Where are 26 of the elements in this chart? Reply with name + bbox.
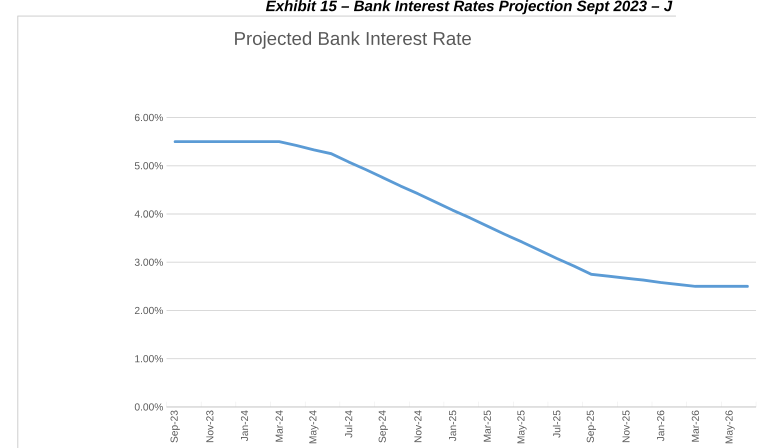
text: Exhibit 15 – Bank Interest Rates Projection Sept 2023 – J <box>266 0 672 14</box>
y-tick-label: 2.00% <box>134 306 163 314</box>
x-tick-label: Nov-23 <box>206 410 214 442</box>
y-tick-label: 5.00% <box>134 162 163 170</box>
x-tick-label: May-25 <box>517 410 527 444</box>
y-tick-label: 1.00% <box>135 354 163 362</box>
x-tick-label: Sep-24 <box>378 410 388 442</box>
x-tick-label: May-24 <box>309 410 318 444</box>
x-tick-label: Mar-26 <box>692 410 699 442</box>
x-tick-label: Sep-25 <box>586 410 596 442</box>
x-tick-label: Jan-26 <box>657 410 664 441</box>
y-tick-label: 6.00% <box>134 114 163 121</box>
x-tick-label: Nov-25 <box>622 410 630 442</box>
x-tick-label: Nov-24 <box>414 410 422 442</box>
x-tick-label: Mar-25 <box>484 410 491 442</box>
y-tick-label: 4.00% <box>134 210 163 218</box>
y-tick-label: 3.00% <box>134 258 163 266</box>
x-tick-label: Sep-23 <box>170 410 180 442</box>
x-tick-label: May-26 <box>725 410 735 444</box>
x-tick-label: Jan-24 <box>240 410 248 441</box>
y-tick-label: 0.00% <box>134 403 163 410</box>
x-tick-label: Jul-25 <box>552 410 560 438</box>
chart-title: Projected Bank Interest Rate <box>235 31 471 49</box>
x-tick-label: Jul-24 <box>344 410 352 438</box>
x-tick-label: Mar-24 <box>276 410 283 442</box>
x-tick-label: Jan-25 <box>448 410 456 441</box>
